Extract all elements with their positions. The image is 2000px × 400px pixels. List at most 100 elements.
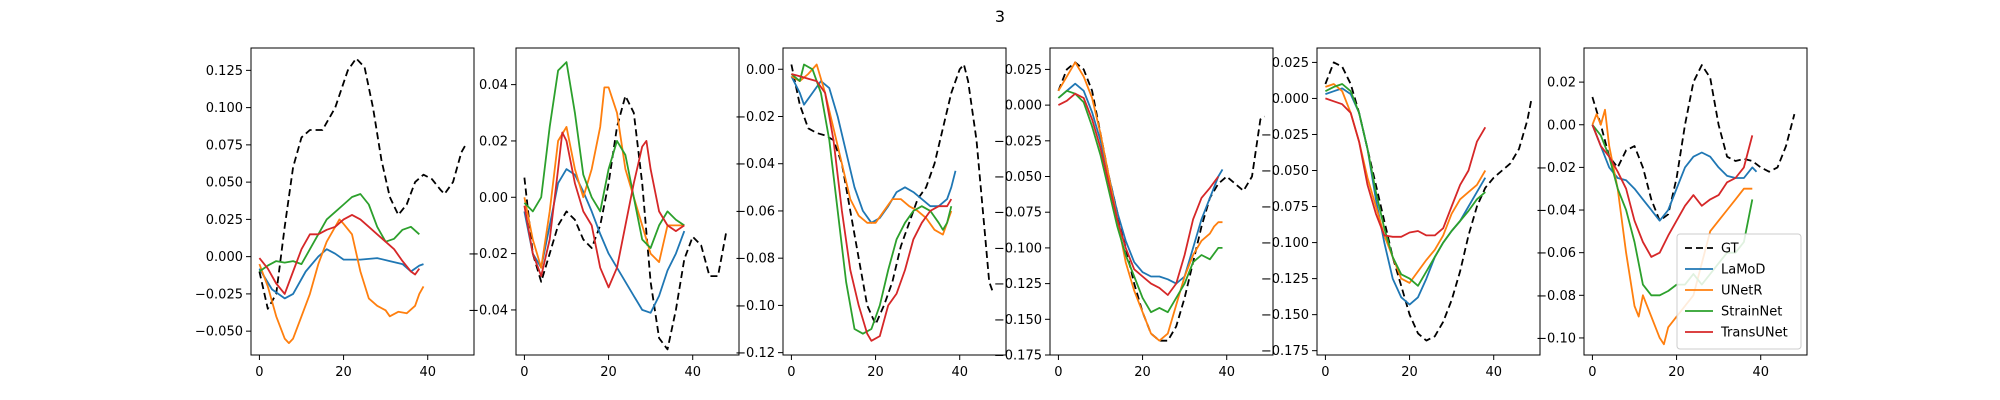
y-tick-label: 0.00: [479, 191, 508, 206]
y-tick-label: −0.02: [1536, 161, 1576, 176]
y-tick-label: 0.100: [206, 101, 243, 116]
y-tick-label: 0.025: [1005, 63, 1042, 78]
series-line-strainnet: [1324, 83, 1486, 287]
series-line-gt: [790, 63, 995, 326]
x-tick-label: 20: [335, 365, 352, 380]
x-tick-label: 40: [951, 365, 968, 380]
y-tick-label: −0.06: [1536, 246, 1576, 261]
legend-label-transunet: TransUNet: [1720, 326, 1788, 341]
series-line-strainnet: [790, 63, 953, 335]
legend-box: [1676, 233, 1802, 350]
series-group: [1324, 61, 1533, 342]
axes-frame: [515, 47, 740, 356]
y-tick-label: −0.050: [195, 325, 243, 340]
legend: GT LaMoD UNetR StrainNet TransUNet: [1676, 233, 1802, 350]
x-tick-label: 40: [1485, 365, 1502, 380]
series-line-gt: [1057, 61, 1266, 342]
y-tick-label: −0.050: [994, 170, 1042, 185]
x-tick-label: 20: [867, 365, 884, 380]
series-line-gt: [1591, 64, 1796, 222]
subplot-4: 0 20 40 −0.175 −0.150 −0.125 −0.100 −0.075 −0.05…: [994, 47, 1274, 380]
y-tick-label: −0.125: [994, 277, 1042, 292]
legend-label-unetr: UNetR: [1721, 284, 1762, 299]
axes-frame: [1583, 47, 1808, 356]
axes-frame: [1049, 47, 1274, 356]
y-tick-label: −0.08: [735, 252, 775, 267]
y-tick-label: 0.050: [206, 176, 243, 191]
x-tick-label: 20: [1134, 365, 1151, 380]
y-tick-label: −0.04: [735, 157, 775, 172]
series-line-transunet: [1325, 97, 1487, 238]
y-tick-label: −0.04: [1536, 204, 1576, 219]
y-tick-label: −0.075: [994, 206, 1042, 221]
series-line-transunet: [791, 73, 953, 342]
y-tick-label: −0.150: [994, 313, 1042, 328]
x-tick-label: 0: [1588, 365, 1596, 380]
series-line-unetr: [1591, 108, 1753, 346]
legend-label-lamod: LaMoD: [1721, 263, 1765, 278]
y-tick-label: 0.025: [1272, 56, 1309, 71]
axes-frame: [250, 47, 475, 356]
series-line-strainnet: [1057, 89, 1223, 314]
x-tick-label: 40: [1218, 365, 1235, 380]
y-tick-label: 0.125: [206, 64, 243, 79]
series-line-unetr: [1057, 61, 1223, 342]
y-tick-label: −0.02: [735, 110, 775, 125]
series-line-lamod: [1591, 124, 1758, 222]
x-tick-label: 0: [520, 365, 528, 380]
y-tick-label: −0.06: [735, 204, 775, 219]
subplot-3: 0 20 40 −0.12 −0.10 −0.08 −0.06 −0.04 −0.02 0.00: [735, 47, 1007, 380]
series-line-unetr: [523, 86, 685, 269]
y-tick-label: −0.175: [1261, 344, 1309, 359]
figure-title: 3: [995, 7, 1005, 26]
y-tick-label: 0.04: [479, 78, 508, 93]
series-line-lamod: [258, 248, 424, 300]
x-tick-label: 40: [684, 365, 701, 380]
series-group: [790, 63, 995, 342]
x-tick-label: 40: [1752, 365, 1769, 380]
y-tick-label: −0.10: [735, 299, 775, 314]
subplot-5: 0 20 40 −0.175 −0.150 −0.125 −0.100 −0.075 −0.05…: [1261, 47, 1541, 380]
y-tick-label: 0.00: [1547, 118, 1576, 133]
y-tick-label: 0.02: [1547, 76, 1576, 91]
y-tick-label: 0.025: [206, 213, 243, 228]
series-line-lamod: [1325, 87, 1487, 306]
axes-frame: [782, 47, 1007, 356]
series-line-lamod: [523, 168, 686, 314]
y-tick-label: 0.00: [746, 63, 775, 78]
y-tick-label: −0.125: [1261, 272, 1309, 287]
y-tick-label: 0.075: [206, 138, 243, 153]
y-tick-label: 0.000: [1272, 92, 1309, 107]
y-tick-label: −0.025: [994, 134, 1042, 149]
series-line-transunet: [1057, 92, 1220, 296]
series-line-transunet: [523, 131, 685, 289]
x-tick-label: 0: [255, 365, 263, 380]
x-tick-label: 40: [419, 365, 436, 380]
series-group: [258, 57, 467, 344]
x-tick-label: 0: [787, 365, 795, 380]
y-tick-label: −0.10: [1536, 331, 1576, 346]
y-tick-label: −0.02: [468, 247, 508, 262]
x-tick-label: 0: [1321, 365, 1329, 380]
x-tick-label: 20: [1401, 365, 1418, 380]
y-tick-label: −0.12: [735, 346, 775, 361]
series-line-unetr: [790, 63, 953, 236]
series-line-strainnet: [258, 193, 420, 273]
y-tick-label: −0.150: [1261, 308, 1309, 323]
y-tick-label: 0.02: [479, 134, 508, 149]
series-group: [1591, 64, 1796, 346]
y-tick-label: −0.04: [468, 303, 508, 318]
legend-label-gt: GT: [1721, 242, 1739, 257]
series-line-transunet: [258, 214, 421, 295]
y-tick-label: −0.08: [1536, 289, 1576, 304]
series-line-lamod: [790, 75, 957, 224]
subplot-grid: 0 20 40−0.050−0.0250.0000.0250.0500.0750.1…: [195, 47, 1808, 380]
y-tick-label: −0.100: [994, 241, 1042, 256]
y-tick-label: −0.075: [1261, 200, 1309, 215]
series-line-strainnet: [523, 61, 685, 249]
series-line-transunet: [1591, 124, 1754, 258]
y-tick-label: −0.175: [994, 349, 1042, 364]
x-tick-label: 20: [1668, 365, 1685, 380]
y-tick-label: −0.100: [1261, 236, 1309, 251]
series-line-lamod: [1057, 82, 1224, 285]
